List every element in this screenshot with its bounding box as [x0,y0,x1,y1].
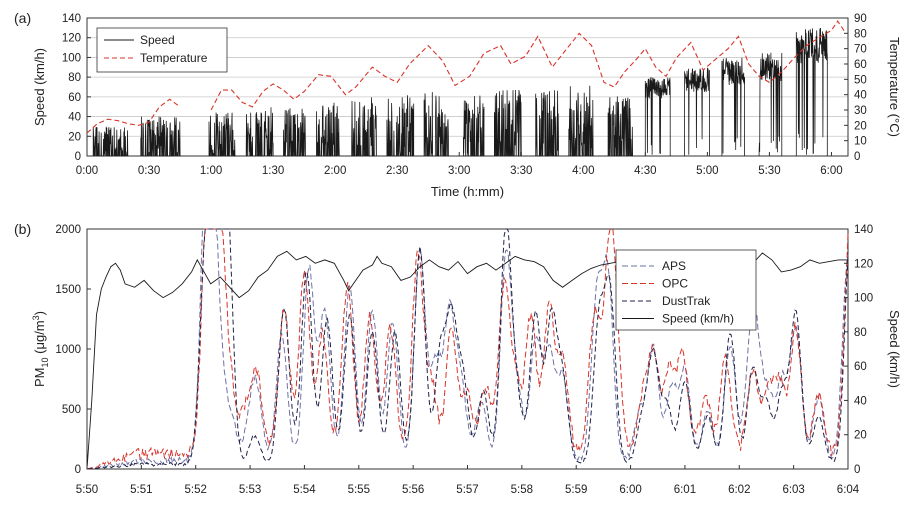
y-tick-label-b: 0 [75,464,81,476]
x-tick-label-a: 5:00 [696,165,718,177]
speed-line [92,27,828,157]
panel-b: 0 500 1000 1500 2000 0 20 40 60 80 100 120 140 5:50 5:… [14,221,902,496]
x-tick-label-a: 4:30 [634,165,656,177]
y2-tick-label-a: 30 [854,105,867,117]
y2-tick-label-b: 20 [854,430,867,442]
y2-tick-label-b: 120 [854,258,873,270]
legend-label-2: DustTrak [662,294,711,308]
legend-a: Speed Temperature [96,27,228,73]
y2-tick-label-a: 20 [854,120,867,132]
x-tick-label-b: 5:59 [565,484,587,496]
x-tick-label-a: 3:30 [510,165,532,177]
y2-axis-label-a: Temperature (°C) [887,37,902,137]
y2-tick-label-b: 0 [854,464,860,476]
panel-label-b: (b) [14,221,31,237]
y2-tick-label-b: 140 [854,224,873,236]
y-tick-label-a: 0 [75,151,81,163]
y2-tick-label-a: 80 [854,28,867,40]
x-tick-label-b: 5:58 [511,484,533,496]
y-tick-label-a: 80 [68,72,81,84]
y-tick-label-b: 500 [62,404,81,416]
x-tick-label-b: 5:54 [293,484,316,496]
y2-tick-label-a: 70 [854,44,867,56]
y2-tick-label-b: 80 [854,327,867,339]
y-tick-label-a: 60 [68,92,81,104]
y-axis-label-a: Speed (km/h) [32,48,47,126]
y2-tick-label-a: 50 [854,74,867,86]
legend-label-1: OPC [662,277,688,291]
pm-line-dusttrak [86,228,849,470]
y2-tick-label-b: 100 [854,293,873,305]
x-axis-label-a: Time (h:mm) [431,184,504,199]
x-tick-label-b: 5:57 [456,484,478,496]
legend-label-temperature: Temperature [140,51,208,65]
temperature-line [210,20,847,111]
y-tick-label-b: 1000 [55,344,81,356]
y-tick-label-a: 100 [62,52,81,64]
x-tick-label-a: 4:00 [572,165,594,177]
pm-line-opc [86,228,849,470]
x-tick-label-a: 6:00 [820,165,842,177]
y-tick-label-a: 40 [68,112,81,124]
x-tick-label-b: 5:56 [402,484,424,496]
y-axis-label-b-part: (μg/m [32,320,47,357]
y-tick-label-b: 2000 [55,224,81,236]
x-tick-label-a: 0:00 [76,165,98,177]
temperature-line [86,98,181,134]
x-tick-label-a: 1:00 [200,165,222,177]
x-tick-label-b: 6:04 [837,484,860,496]
y-tick-label-a: 140 [62,13,81,25]
legend-label-speed: Speed [140,33,175,47]
legend-box-b [615,249,757,331]
x-tick-label-b: 5:51 [130,484,152,496]
y2-tick-label-a: 40 [854,90,867,102]
x-tick-label-a: 0:30 [138,165,160,177]
y2-tick-label-a: 10 [854,136,867,148]
y-axis-label-b-part: PM [32,367,47,387]
legend-b: APS OPC DustTrak Speed (km/h) [615,249,757,331]
y2-tick-label-b: 60 [854,361,867,373]
panel-label-a: (a) [14,10,31,26]
x-tick-label-b: 5:52 [185,484,207,496]
y2-axis-label-b: Speed (km/h) [887,310,902,388]
x-tick-label-b: 5:53 [239,484,261,496]
x-tick-label-b: 6:01 [674,484,696,496]
y2-tick-label-a: 0 [854,151,860,163]
y-axis-label-b: PM10 (μg/m3) [31,311,50,387]
legend-label-3: Speed (km/h) [662,312,734,326]
legend-box-a [96,27,228,73]
x-tick-label-a: 3:00 [448,165,470,177]
y-tick-label-a: 20 [68,131,81,143]
x-tick-label-b: 6:00 [619,484,641,496]
x-tick-label-a: 2:30 [386,165,408,177]
x-tick-label-a: 5:30 [758,165,780,177]
x-tick-label-a: 2:00 [324,165,346,177]
x-tick-label-a: 1:30 [262,165,284,177]
x-tick-label-b: 5:55 [348,484,370,496]
y-tick-label-a: 120 [62,33,81,45]
y-axis-label-b-part: 3 [31,315,41,320]
y-tick-label-b: 1500 [55,284,81,296]
y-axis-label-b-part: ) [32,311,47,315]
legend-label-0: APS [662,259,686,273]
x-tick-label-b: 6:03 [782,484,804,496]
y-axis-label-b-part: 10 [40,357,50,367]
panel-a: 0 20 40 60 80 100 120 140 0 10 20 30 40 50 60 70 80 90 0:0… [14,10,902,199]
y2-tick-label-a: 90 [854,13,867,25]
x-tick-label-b: 5:50 [76,484,98,496]
y2-tick-label-b: 40 [854,395,867,407]
x-tick-label-b: 6:02 [728,484,750,496]
y2-tick-label-a: 60 [854,59,867,71]
